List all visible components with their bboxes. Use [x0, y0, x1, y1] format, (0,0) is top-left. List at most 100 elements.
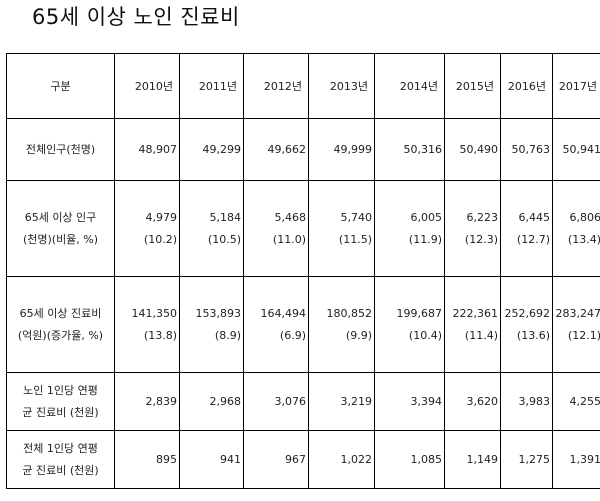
table-cell: 153,893 (8.9) [179, 276, 244, 373]
year-header: 2010년 [114, 53, 180, 119]
year-header: 2013년 [308, 53, 375, 119]
table-cell: 5,740 (11.5) [308, 180, 375, 277]
row-label-line: 65세 이상 진료비 [19, 306, 102, 320]
row-label-line: (억원)(증가율, %) [17, 328, 104, 342]
cell-value: 50,763 [511, 142, 551, 156]
table-cell: 941 [179, 430, 244, 489]
page-title: 65세 이상 노인 진료비 [32, 5, 240, 29]
cell-value: 1,275 [518, 452, 551, 466]
row-label-line: 노인 1인당 연평 [23, 383, 98, 397]
cell-subvalue: (13.8) [143, 328, 177, 342]
cell-subvalue: (11.4) [464, 328, 498, 342]
cell-value: 1,085 [410, 452, 443, 466]
table-cell: 48,907 [114, 118, 180, 181]
table-cell: 199,687 (10.4) [374, 276, 445, 373]
row-label-line: (천명)(비율, %) [22, 232, 99, 246]
cell-value: 49,999 [333, 142, 373, 156]
cell-value: 6,445 [518, 210, 551, 224]
cell-subvalue: (11.5) [338, 232, 372, 246]
table-cell: 1,085 [374, 430, 445, 489]
cell-value: 5,184 [209, 210, 242, 224]
year-header: 2016년 [500, 53, 553, 119]
cell-value: 4,979 [145, 210, 178, 224]
table-cell: 4,979 (10.2) [114, 180, 180, 277]
row-label: 65세 이상 인구 (천명)(비율, %) [6, 180, 115, 277]
cell-subvalue: (11.9) [408, 232, 442, 246]
cell-subvalue: (12.3) [464, 232, 498, 246]
table-cell: 180,852 (9.9) [308, 276, 375, 373]
row-label-line: 균 진료비 (천원) [22, 463, 99, 477]
row-label-line: 균 진료비 (천원) [22, 405, 99, 419]
table-row-total-per-capita: 전체 1인당 연평 균 진료비 (천원) 895 941 967 1,022 1… [6, 430, 600, 489]
cell-value: 141,350 [131, 306, 178, 320]
cell-subvalue: (13.4) [567, 232, 600, 246]
cell-value: 180,852 [326, 306, 373, 320]
table-cell: 6,806 (13.4) [552, 180, 600, 277]
cell-value: 50,316 [403, 142, 443, 156]
table-cell: 4,255 [552, 372, 600, 431]
table-cell: 3,076 [243, 372, 309, 431]
cell-value: 1,391 [569, 452, 600, 466]
cell-value: 2,839 [145, 394, 178, 408]
cell-subvalue: (8.9) [214, 328, 241, 342]
cell-subvalue: (11.0) [272, 232, 306, 246]
cell-subvalue: (12.7) [516, 232, 550, 246]
cell-value: 50,941 [562, 142, 600, 156]
table-cell: 1,391 [552, 430, 600, 489]
table-row-elderly-population: 65세 이상 인구 (천명)(비율, %) 4,979 (10.2) 5,184 (… [6, 180, 600, 277]
cell-value: 50,490 [459, 142, 499, 156]
cell-subvalue: (6.9) [279, 328, 306, 342]
cell-value: 5,740 [340, 210, 373, 224]
row-label: 전체인구(천명) [6, 118, 115, 181]
table-cell: 49,999 [308, 118, 375, 181]
year-header: 2015년 [444, 53, 501, 119]
cell-value: 3,219 [340, 394, 373, 408]
table-cell: 895 [114, 430, 180, 489]
table-cell: 49,662 [243, 118, 309, 181]
cell-value: 6,223 [466, 210, 499, 224]
cell-value: 6,005 [410, 210, 443, 224]
table-cell: 283,247 (12.1) [552, 276, 600, 373]
cell-value: 164,494 [260, 306, 307, 320]
table-cell: 2,839 [114, 372, 180, 431]
year-header: 2017년 [552, 53, 600, 119]
table-cell: 50,941 [552, 118, 600, 181]
cell-subvalue: (10.5) [207, 232, 241, 246]
table-cell: 49,299 [179, 118, 244, 181]
cell-value: 895 [156, 452, 177, 466]
table-row-total-population: 전체인구(천명) 48,907 49,299 49,662 49,999 50,… [6, 118, 600, 181]
table-cell: 6,223 (12.3) [444, 180, 501, 277]
cell-value: 283,247 [555, 306, 600, 320]
cell-value: 222,361 [452, 306, 499, 320]
table-cell: 50,763 [500, 118, 553, 181]
cell-value: 49,299 [202, 142, 242, 156]
header-row: 구분 2010년 2011년 2012년 2013년 2014년 2015년 2… [6, 53, 600, 119]
table-cell: 3,620 [444, 372, 501, 431]
table-row-elderly-medical-cost: 65세 이상 진료비 (억원)(증가율, %) 141,350 (13.8) 15… [6, 276, 600, 373]
year-header: 2014년 [374, 53, 445, 119]
cell-value: 1,022 [340, 452, 373, 466]
cell-value: 3,983 [518, 394, 551, 408]
cell-subvalue: (12.1) [567, 328, 600, 342]
cell-value: 199,687 [396, 306, 443, 320]
cell-value: 941 [220, 452, 241, 466]
table-cell: 1,149 [444, 430, 501, 489]
table-cell: 1,275 [500, 430, 553, 489]
year-header: 2011년 [179, 53, 244, 119]
cell-value: 1,149 [466, 452, 499, 466]
cell-value: 252,692 [504, 306, 551, 320]
table-cell: 967 [243, 430, 309, 489]
row-label: 전체 1인당 연평 균 진료비 (천원) [6, 430, 115, 489]
table-cell: 2,968 [179, 372, 244, 431]
cell-value: 153,893 [195, 306, 242, 320]
table-cell: 3,219 [308, 372, 375, 431]
row-label: 노인 1인당 연평 균 진료비 (천원) [6, 372, 115, 431]
table-cell: 222,361 (11.4) [444, 276, 501, 373]
data-table: 구분 2010년 2011년 2012년 2013년 2014년 2015년 2… [6, 53, 600, 489]
row-label-line: 전체인구(천명) [25, 142, 96, 156]
cell-value: 48,907 [138, 142, 178, 156]
cell-value: 3,394 [410, 394, 443, 408]
row-label-line: 전체 1인당 연평 [23, 441, 98, 455]
cell-value: 5,468 [274, 210, 307, 224]
table-cell: 6,005 (11.9) [374, 180, 445, 277]
